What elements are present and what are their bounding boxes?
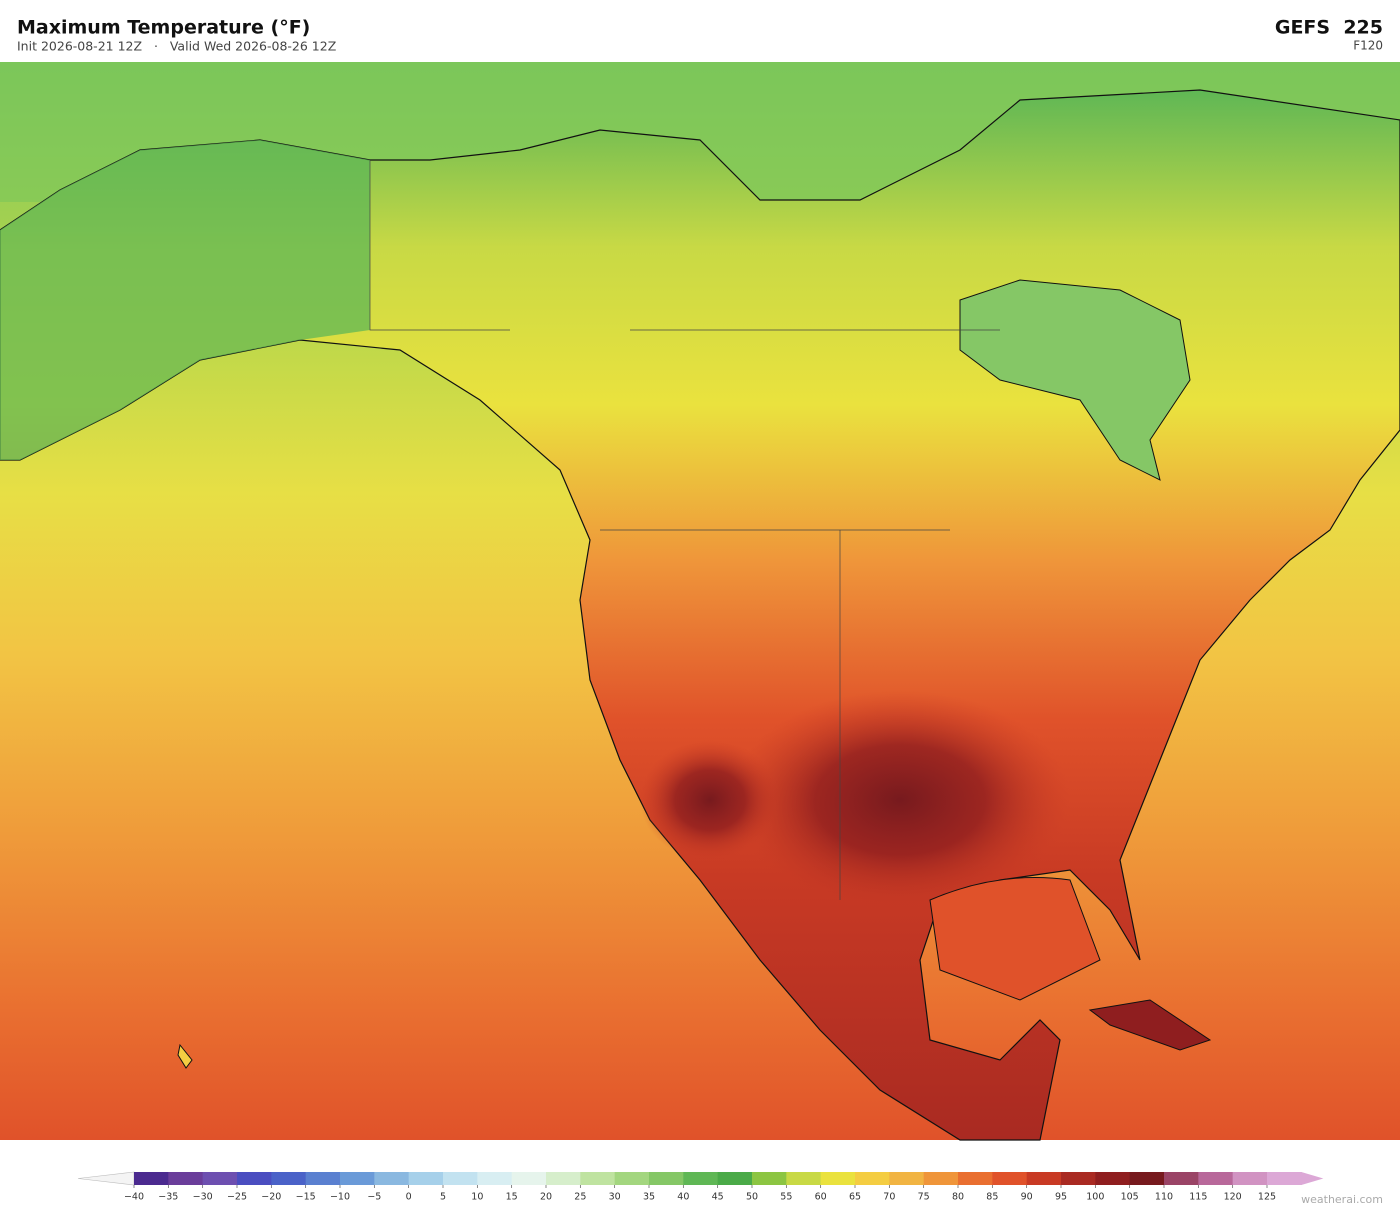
colorbar-tick-label: 60 — [815, 1192, 827, 1203]
colorbar-tick-label: 95 — [1055, 1192, 1067, 1203]
colorbar-over — [1301, 1172, 1324, 1185]
colorbar-bin — [237, 1172, 272, 1185]
cuba — [1088, 999, 1212, 1051]
title: Maximum Temperature (°F) — [17, 17, 310, 39]
borders — [369, 160, 1000, 900]
colorbar-tick-label: 100 — [1086, 1192, 1104, 1203]
colorbar-tick-label: −30 — [193, 1192, 213, 1203]
colorbar-tick-label: 65 — [849, 1192, 861, 1203]
colorbar-bin — [889, 1172, 925, 1185]
colorbar-tick-label: 30 — [609, 1192, 621, 1203]
heat-southwest — [640, 740, 780, 860]
heat-core — [730, 690, 1070, 910]
colorbar-tick-label: 25 — [574, 1192, 586, 1203]
colorbar-under — [77, 1171, 135, 1186]
colorbar-bin — [923, 1172, 959, 1185]
colorbar-tick-label: −5 — [367, 1192, 381, 1203]
colorbar-tick-label: 125 — [1258, 1192, 1276, 1203]
colorbar-tick-label: −15 — [296, 1192, 316, 1203]
gulf-of-mexico — [929, 877, 1101, 1001]
colorbar-bin — [271, 1172, 307, 1185]
colorbar-bin — [1267, 1172, 1302, 1185]
colorbar-bin — [443, 1172, 478, 1185]
colorbar-bin — [374, 1172, 410, 1185]
colorbar-bin — [305, 1172, 341, 1185]
colorbar-bin — [1198, 1172, 1234, 1185]
colorbar-bin — [614, 1172, 650, 1185]
colorbar-tick-label: −40 — [124, 1192, 144, 1203]
colorbar-bin — [1061, 1172, 1096, 1185]
colorbar-bin — [1026, 1172, 1062, 1185]
colorbar-bin — [477, 1172, 513, 1185]
colorbar-bin — [580, 1172, 616, 1185]
colorbar-tick-label: 15 — [506, 1192, 518, 1203]
alaska — [0, 140, 370, 460]
colorbar-tick-label: 50 — [746, 1192, 758, 1203]
map — [0, 62, 1400, 1141]
colorbar-bin — [992, 1172, 1028, 1185]
colorbar-bin — [752, 1172, 787, 1185]
colorbar: −40 −35 −30 −25 −20 −15 −10 −5 0 5 10 15 20 25 30 35 40 4… — [77, 1171, 1324, 1203]
colorbar-bin — [408, 1172, 444, 1185]
colorbar-tick-label: −25 — [227, 1192, 247, 1203]
colorbar-bin — [511, 1172, 547, 1185]
colorbar-tick-label: 55 — [780, 1192, 792, 1203]
colorbar-tick-label: 35 — [643, 1192, 655, 1203]
forecast-hour: F120 — [1353, 39, 1383, 53]
colorbar-tick-label: 90 — [1021, 1192, 1033, 1203]
model: GEFS 225 — [1275, 17, 1383, 39]
colorbar-tick-label: −20 — [261, 1192, 281, 1203]
colorbar-bin — [786, 1172, 822, 1185]
colorbar-bin — [855, 1172, 890, 1185]
colorbar-bin — [168, 1172, 204, 1185]
colorbar-bin — [1164, 1172, 1199, 1185]
header — [0, 0, 1400, 62]
hawaii — [177, 1043, 193, 1069]
colorbar-bin — [1129, 1172, 1165, 1185]
colorbar-tick-label: 40 — [677, 1192, 689, 1203]
colorbar-tick-label: −10 — [330, 1192, 350, 1203]
colorbar-bin — [134, 1172, 169, 1185]
colorbar-tick-label: 110 — [1155, 1192, 1173, 1203]
colorbar-tick-label: 75 — [918, 1192, 930, 1203]
colorbar-bin — [1232, 1172, 1268, 1185]
colorbar-tick-label: 5 — [440, 1192, 446, 1203]
colorbar-tick-label: 115 — [1189, 1192, 1207, 1203]
colorbar-tick-label: 70 — [883, 1192, 895, 1203]
colorbar-tick-label: 120 — [1224, 1192, 1242, 1203]
subtitle: Init 2026-08-21 12Z · Valid Wed 2026-08-… — [17, 39, 336, 54]
colorbar-tick-label: 0 — [406, 1192, 412, 1203]
colorbar-tick-label: 85 — [986, 1192, 998, 1203]
colorbar-tick-label: 80 — [952, 1192, 964, 1203]
colorbar-bin — [546, 1172, 581, 1185]
colorbar-bin — [340, 1172, 375, 1185]
colorbar-bin — [202, 1172, 238, 1185]
colorbar-tick-label: 20 — [540, 1192, 552, 1203]
hudson-bay — [959, 279, 1191, 481]
colorbar-bin — [1095, 1172, 1131, 1185]
colorbar-bin — [820, 1172, 856, 1185]
colorbar-tick-label: 45 — [712, 1192, 724, 1203]
colorbar-bin — [683, 1172, 719, 1185]
colorbar-bin — [958, 1172, 993, 1185]
watermark: weatherai.com — [1301, 1193, 1383, 1206]
colorbar-tick-label: 105 — [1121, 1192, 1139, 1203]
colorbar-tick-label: 10 — [471, 1192, 483, 1203]
colorbar-bin — [717, 1172, 753, 1185]
colorbar-bin — [649, 1172, 684, 1185]
colorbar-tick-label: −35 — [158, 1192, 178, 1203]
